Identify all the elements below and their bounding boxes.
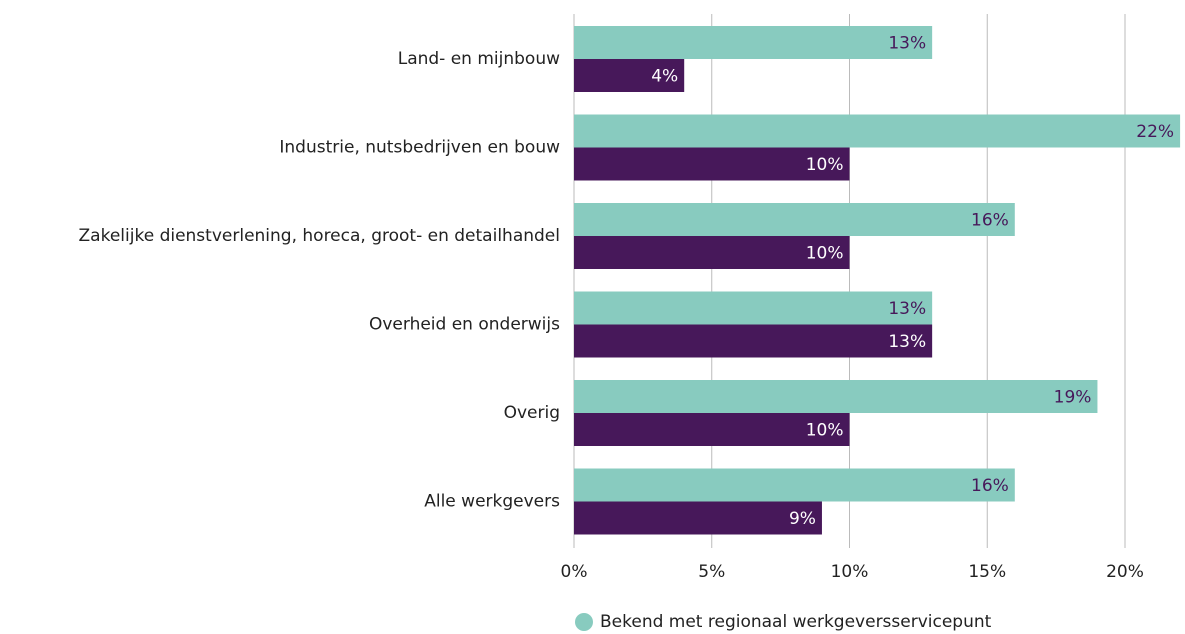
category-label: Overheid en onderwijs — [369, 315, 560, 335]
value-label: 22% — [1136, 122, 1174, 142]
legend-label: Bekend met regionaal werkgeversservicepu… — [600, 612, 992, 632]
value-label: 10% — [806, 155, 844, 175]
category-label: Land- en mijnbouw — [398, 49, 560, 69]
bar — [574, 380, 1098, 413]
bar — [574, 324, 933, 358]
bar — [574, 114, 1181, 148]
x-tick-label: 15% — [968, 562, 1006, 582]
bar — [574, 468, 1015, 502]
x-tick-label: 5% — [698, 562, 725, 582]
legend-swatch — [575, 613, 593, 631]
value-label: 13% — [888, 332, 926, 352]
value-label: 10% — [806, 421, 844, 441]
bar — [574, 203, 1015, 236]
value-label: 19% — [1054, 388, 1092, 408]
x-tick-label: 0% — [561, 562, 588, 582]
bar — [574, 147, 850, 181]
bar — [574, 501, 822, 535]
category-label: Zakelijke dienstverlening, horeca, groot… — [79, 226, 560, 246]
value-label: 16% — [971, 211, 1009, 231]
bar — [574, 236, 850, 269]
x-tick-label: 20% — [1106, 562, 1144, 582]
value-label: 10% — [806, 244, 844, 264]
category-label: Industrie, nutsbedrijven en bouw — [279, 138, 560, 158]
category-label: Overig — [504, 403, 560, 423]
bar — [574, 413, 850, 446]
value-label: 13% — [888, 34, 926, 54]
value-label: 9% — [789, 509, 816, 529]
x-tick-label: 10% — [831, 562, 869, 582]
category-label: Alle werkgevers — [424, 492, 560, 512]
value-label: 4% — [651, 67, 678, 87]
bar — [574, 26, 933, 59]
bar — [574, 59, 685, 92]
bar — [574, 291, 933, 325]
value-label: 16% — [971, 476, 1009, 496]
value-label: 13% — [888, 299, 926, 319]
